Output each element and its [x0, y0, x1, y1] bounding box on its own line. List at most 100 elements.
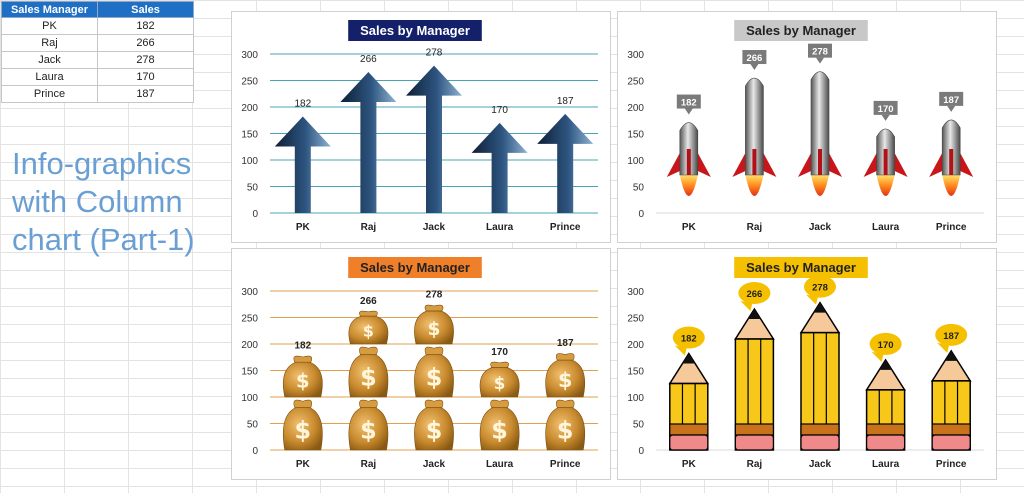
- bar-jack: [406, 65, 462, 213]
- dollar-icon: $: [491, 416, 508, 444]
- data-label: 278: [426, 290, 443, 301]
- rocket-flame: [679, 175, 698, 196]
- data-label: 266: [746, 53, 762, 64]
- pencil-ferrule: [800, 423, 840, 436]
- rocket-flame: [876, 175, 895, 196]
- x-tick-label: Prince: [936, 459, 967, 470]
- column-header[interactable]: Sales Manager: [1, 1, 98, 18]
- x-tick-label: Raj: [747, 222, 763, 233]
- bar-raj: [348, 310, 389, 451]
- y-tick-label: 300: [241, 50, 258, 61]
- table-cell[interactable]: Jack: [1, 51, 98, 69]
- x-tick-label: Laura: [872, 222, 900, 233]
- data-label: 187: [943, 95, 959, 106]
- rocket-column-chart: Sales by Manager 0 50 100 150 200 250 300 PK Raj J…: [627, 20, 984, 233]
- data-label: 266: [746, 289, 762, 300]
- pencil-lead: [944, 350, 958, 361]
- label-bubble: [672, 326, 705, 349]
- table-cell[interactable]: 187: [97, 85, 194, 103]
- bar-raj: [732, 50, 777, 196]
- y-tick-label: 250: [241, 314, 258, 325]
- y-tick-label: 0: [252, 209, 258, 220]
- money-bag-neck: [555, 353, 575, 361]
- y-tick-label: 250: [241, 77, 258, 88]
- money-bag: [348, 310, 389, 345]
- table-cell[interactable]: 266: [97, 34, 194, 52]
- y-tick-label: 150: [241, 367, 258, 378]
- dollar-icon: $: [360, 416, 377, 444]
- data-label: 278: [812, 47, 828, 58]
- bar-laura: [479, 361, 520, 451]
- table-cell[interactable]: 278: [97, 51, 194, 69]
- x-tick-label: Raj: [361, 222, 377, 233]
- dollar-icon: $: [363, 321, 374, 340]
- data-label: 170: [491, 105, 508, 116]
- data-label: 170: [878, 104, 894, 115]
- data-label: 182: [681, 334, 697, 345]
- column-header[interactable]: Sales: [97, 1, 194, 18]
- money-bag: [282, 399, 323, 451]
- chart-panel-pencils[interactable]: Sales by Manager 0 50 100 150 200 250 300 PK Raj J…: [617, 248, 997, 480]
- x-tick-label: PK: [682, 222, 697, 233]
- x-tick-label: Laura: [872, 459, 900, 470]
- bar-prince: [537, 113, 594, 213]
- bar-pk: [274, 116, 331, 213]
- y-tick-label: 100: [241, 393, 258, 404]
- money-bag: [479, 361, 520, 398]
- money-bag-neck: [424, 304, 444, 312]
- table-header-row: Sales Manager Sales: [1, 1, 194, 18]
- y-tick-label: 50: [247, 183, 259, 194]
- money-bag-neck: [293, 399, 313, 408]
- pencil-ferrule: [931, 423, 971, 436]
- data-label: 182: [681, 98, 697, 109]
- rocket-body: [745, 77, 764, 176]
- y-tick-label: 150: [627, 367, 644, 378]
- y-tick-label: 0: [638, 446, 644, 457]
- label-box: [808, 43, 832, 58]
- table-cell[interactable]: Raj: [1, 34, 98, 52]
- arrow-column-chart: Sales by Manager 0 50 100 150 200 250 300 PK Raj J…: [241, 20, 598, 233]
- table-cell[interactable]: PK: [1, 17, 98, 35]
- rocket-fin-right: [697, 153, 711, 177]
- chart-panel-arrows[interactable]: Sales by Manager 0 50 100 150 200 250 300 PK Raj J…: [231, 11, 611, 243]
- rocket-fin-right: [763, 153, 777, 177]
- table-row: PK 182: [1, 17, 194, 35]
- label-pointer: [937, 342, 950, 353]
- x-tick-label: Jack: [423, 222, 446, 233]
- data-label: 266: [360, 296, 377, 307]
- money-bag-neck: [359, 310, 378, 317]
- rocket-fin-left: [798, 153, 811, 177]
- bar-raj: [340, 72, 397, 213]
- bar-pk: [668, 326, 710, 451]
- label-bubble: [804, 275, 836, 298]
- table-cell[interactable]: Laura: [1, 68, 98, 86]
- table-cell[interactable]: Prince: [1, 85, 98, 103]
- x-tick-label: Jack: [809, 459, 832, 470]
- table-cell[interactable]: 182: [97, 17, 194, 35]
- label-bubble: [869, 332, 902, 355]
- chart-title: Sales by Manager: [360, 23, 470, 38]
- bar-laura: [863, 100, 908, 196]
- arrow-bar: [340, 72, 397, 213]
- chart-panel-moneybags[interactable]: Sales by Manager 0 50 100 150 200 250 300 PK Raj J…: [231, 248, 611, 480]
- sales-data-table: Sales Manager Sales PK 182 Raj 266 Jack 278…: [1, 1, 194, 103]
- y-tick-label: 200: [241, 103, 258, 114]
- bar-pk: [282, 355, 323, 451]
- money-bag-neck: [490, 361, 509, 368]
- chart-panel-rockets[interactable]: Sales by Manager 0 50 100 150 200 250 300 PK Raj J…: [617, 11, 997, 243]
- dollar-icon: $: [428, 319, 441, 340]
- data-label: 187: [943, 331, 959, 342]
- chart-title: Sales by Manager: [746, 23, 856, 38]
- bar-laura: [865, 332, 906, 451]
- x-tick-label: Laura: [486, 222, 514, 233]
- pencil-ferrule: [866, 423, 906, 436]
- table-cell[interactable]: 170: [97, 68, 194, 86]
- x-tick-label: Prince: [550, 222, 581, 233]
- rocket-fin-center: [686, 149, 691, 175]
- y-tick-label: 100: [627, 393, 644, 404]
- money-bag-neck: [424, 346, 444, 355]
- rocket-fin-right: [894, 153, 908, 177]
- dollar-icon: $: [426, 363, 443, 391]
- rocket-fin-left: [929, 153, 943, 177]
- label-bubble: [738, 282, 771, 305]
